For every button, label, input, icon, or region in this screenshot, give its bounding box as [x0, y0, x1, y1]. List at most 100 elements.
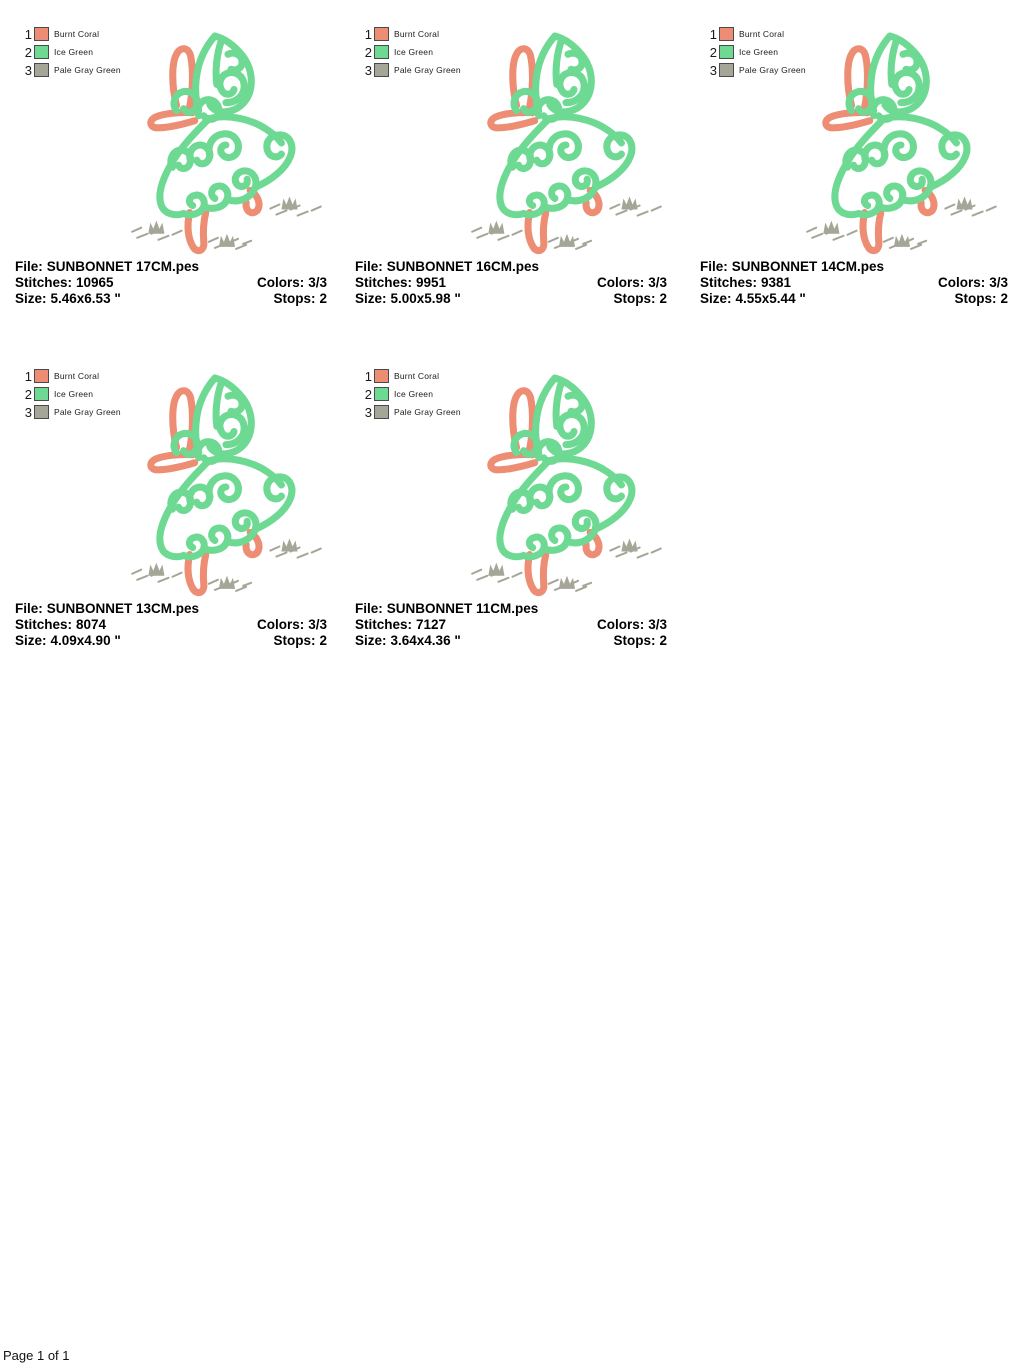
spacer — [461, 633, 614, 649]
stitch-count: 7127 — [416, 616, 447, 632]
thread-color-legend: 1 Burnt Coral 2 Ice Green 3 Pale Gray Gr… — [19, 25, 121, 79]
thread-color-legend: 1 Burnt Coral 2 Ice Green 3 Pale Gray Gr… — [359, 367, 461, 421]
color-count: 3/3 — [308, 274, 327, 290]
thread-number: 1 — [364, 26, 372, 42]
spacer — [461, 291, 614, 307]
thread-number: 2 — [24, 386, 32, 402]
stitch-count: 8074 — [76, 616, 107, 632]
spacer — [806, 291, 955, 307]
legend-item: 1 Burnt Coral — [359, 367, 461, 385]
stitch-count: 9951 — [416, 274, 447, 290]
stop-count: 2 — [319, 632, 327, 648]
file-label: File: — [355, 259, 383, 274]
color-swatch-pale-gray-green — [374, 405, 389, 419]
color-swatch-burnt-coral — [34, 369, 49, 383]
thread-number: 2 — [709, 44, 717, 60]
colors-label: Colors: — [596, 274, 645, 290]
thread-color-name: Ice Green — [739, 47, 779, 57]
file-label: File: — [700, 259, 728, 274]
thread-color-name: Ice Green — [394, 47, 434, 57]
design-card: 1 Burnt Coral 2 Ice Green 3 Pale Gray Gr… — [14, 362, 327, 672]
thread-number: 1 — [364, 368, 372, 384]
design-card: 1 Burnt Coral 2 Ice Green 3 Pale Gray Gr… — [699, 20, 1008, 330]
file-name: SUNBONNET 17CM.pes — [46, 259, 200, 274]
thread-number: 2 — [24, 44, 32, 60]
thread-number: 3 — [364, 404, 372, 420]
stitches-label: Stitches: — [355, 274, 413, 290]
stitch-count: 9381 — [761, 274, 792, 290]
stop-count: 2 — [1000, 290, 1008, 306]
page-number: Page 1 of 1 — [3, 1348, 70, 1363]
color-count: 3/3 — [648, 616, 667, 632]
thread-color-name: Burnt Coral — [54, 371, 100, 381]
thread-color-legend: 1 Burnt Coral 2 Ice Green 3 Pale Gray Gr… — [359, 25, 461, 79]
color-swatch-ice-green — [374, 387, 389, 401]
legend-item: 3 Pale Gray Green — [19, 403, 121, 421]
file-label: File: — [15, 601, 43, 616]
thread-number: 3 — [24, 404, 32, 420]
stop-count: 2 — [319, 290, 327, 306]
stops-label: Stops: — [273, 290, 316, 306]
stitches-label: Stitches: — [355, 616, 413, 632]
legend-item: 1 Burnt Coral — [19, 367, 121, 385]
stops-label: Stops: — [273, 632, 316, 648]
legend-item: 1 Burnt Coral — [359, 25, 461, 43]
thread-number: 3 — [364, 62, 372, 78]
design-info: File: SUNBONNET 11CM.pes Stitches: 7127 … — [355, 601, 667, 648]
legend-item: 3 Pale Gray Green — [19, 61, 121, 79]
color-swatch-burnt-coral — [374, 369, 389, 383]
thread-color-name: Ice Green — [54, 389, 94, 399]
legend-item: 2 Ice Green — [19, 43, 121, 61]
legend-item: 1 Burnt Coral — [704, 25, 806, 43]
design-card: 1 Burnt Coral 2 Ice Green 3 Pale Gray Gr… — [14, 20, 327, 330]
design-info: File: SUNBONNET 17CM.pes Stitches: 10965… — [15, 259, 327, 306]
thread-color-name: Ice Green — [394, 389, 434, 399]
thread-color-name: Burnt Coral — [394, 371, 440, 381]
size-label: Size: — [15, 632, 47, 648]
thread-color-name: Ice Green — [54, 47, 94, 57]
thread-number: 1 — [709, 26, 717, 42]
thread-color-legend: 1 Burnt Coral 2 Ice Green 3 Pale Gray Gr… — [704, 25, 806, 79]
file-label: File: — [15, 259, 43, 274]
design-info: File: SUNBONNET 13CM.pes Stitches: 8074 … — [15, 601, 327, 648]
legend-item: 3 Pale Gray Green — [359, 403, 461, 421]
spacer — [121, 633, 274, 649]
color-swatch-pale-gray-green — [374, 63, 389, 77]
stops-label: Stops: — [613, 632, 656, 648]
color-swatch-pale-gray-green — [34, 63, 49, 77]
color-swatch-ice-green — [374, 45, 389, 59]
color-count: 3/3 — [989, 274, 1008, 290]
spacer — [106, 617, 257, 633]
thread-number: 2 — [364, 386, 372, 402]
color-swatch-ice-green — [34, 387, 49, 401]
legend-item: 2 Ice Green — [704, 43, 806, 61]
colors-label: Colors: — [256, 274, 305, 290]
stitches-label: Stitches: — [15, 616, 73, 632]
stops-label: Stops: — [613, 290, 656, 306]
color-swatch-burnt-coral — [34, 27, 49, 41]
spacer — [121, 291, 274, 307]
color-swatch-ice-green — [719, 45, 734, 59]
stop-count: 2 — [659, 632, 667, 648]
thread-color-name: Burnt Coral — [739, 29, 785, 39]
color-count: 3/3 — [648, 274, 667, 290]
legend-item: 3 Pale Gray Green — [704, 61, 806, 79]
design-size: 5.00x5.98 " — [390, 290, 461, 306]
file-label: File: — [355, 601, 383, 616]
design-info: File: SUNBONNET 14CM.pes Stitches: 9381 … — [700, 259, 1008, 306]
stitches-label: Stitches: — [15, 274, 73, 290]
legend-item: 2 Ice Green — [359, 385, 461, 403]
design-size: 5.46x6.53 " — [50, 290, 121, 306]
color-swatch-ice-green — [34, 45, 49, 59]
color-swatch-pale-gray-green — [34, 405, 49, 419]
colors-label: Colors: — [596, 616, 645, 632]
stop-count: 2 — [659, 290, 667, 306]
size-label: Size: — [700, 290, 732, 306]
thread-color-name: Burnt Coral — [394, 29, 440, 39]
thread-color-name: Pale Gray Green — [394, 407, 461, 417]
colors-label: Colors: — [937, 274, 986, 290]
thread-number: 3 — [24, 62, 32, 78]
legend-item: 2 Ice Green — [19, 385, 121, 403]
thread-number: 1 — [24, 26, 32, 42]
